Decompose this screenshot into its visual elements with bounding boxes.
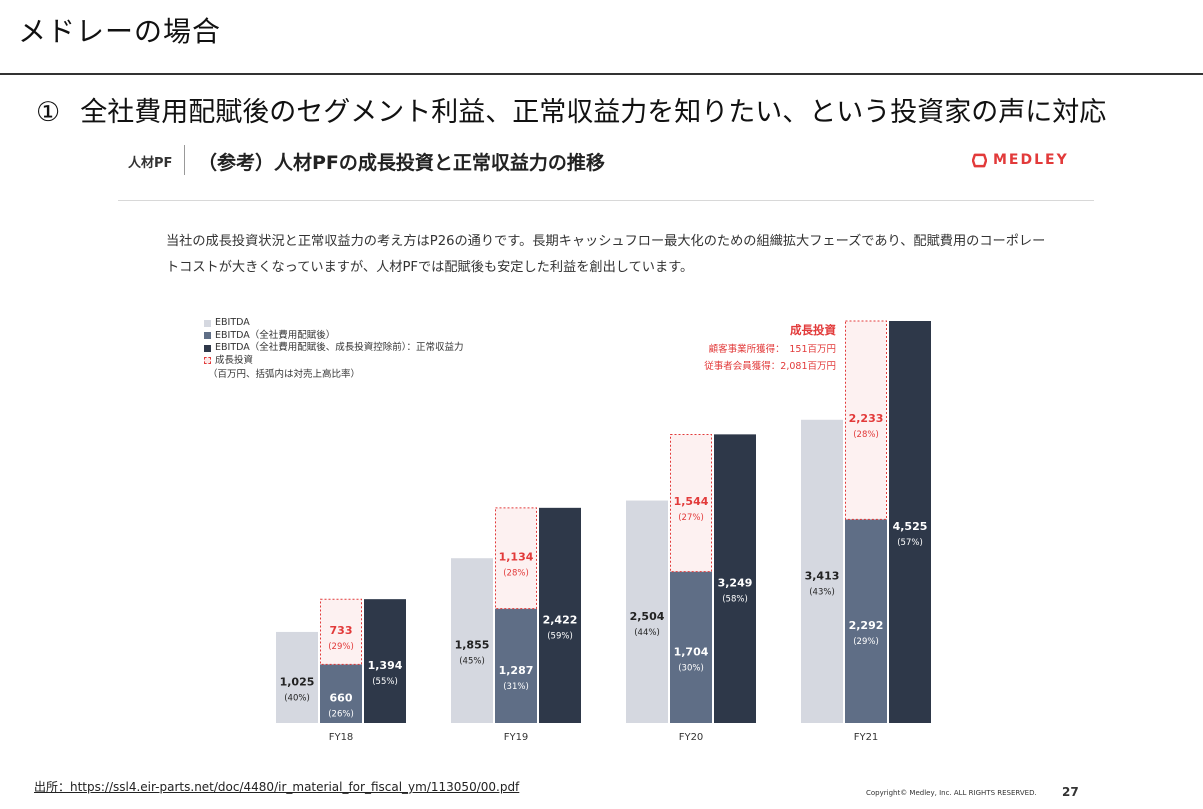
data-label: 2,233 <box>849 412 884 425</box>
data-label-pct: (45%) <box>459 657 485 667</box>
data-label-pct: (40%) <box>284 693 310 703</box>
annotation-line: 顧客事業所獲得： 151百万円 <box>708 344 836 355</box>
legend-swatch <box>204 357 211 365</box>
tag-divider <box>184 145 185 175</box>
legend-label: EBITDA <box>215 317 250 328</box>
description: 当社の成長投資状況と正常収益力の考え方はP26の通りです。長期キャッシュフロー最… <box>166 234 1046 275</box>
data-label-pct: (57%) <box>897 538 923 548</box>
x-tick-label: FY19 <box>504 732 529 743</box>
page-number: 27 <box>1062 785 1079 799</box>
data-label-pct: (44%) <box>634 628 660 638</box>
data-label-pct: (26%) <box>328 710 354 720</box>
investment-annotation: 成長投資 顧客事業所獲得： 151百万円 従事者会員獲得：2,081百万円 <box>688 322 836 375</box>
legend-item-growth-investment: 成長投資 <box>204 355 464 368</box>
data-label-pct: (58%) <box>722 595 748 605</box>
legend-unit-note: （百万円、括弧内は対売上高比率） <box>208 369 361 380</box>
data-label: 3,249 <box>718 577 753 590</box>
medley-logo-icon <box>972 153 987 167</box>
data-label: 1,287 <box>499 664 534 677</box>
legend-item-normal-earnings: EBITDA（全社費用配賦後、成長投資控除前）：正常収益力 <box>204 342 464 355</box>
bar-ebitda <box>451 558 493 723</box>
annotation-title: 成長投資 <box>790 323 836 337</box>
bar-normal-earnings <box>539 507 581 723</box>
data-label-pct: (28%) <box>503 568 529 578</box>
data-label-pct: (29%) <box>853 637 879 647</box>
legend-swatch <box>204 332 211 340</box>
annotation-line: 従事者会員獲得：2,081百万円 <box>704 361 836 372</box>
brand-name: MEDLEY <box>993 152 1069 168</box>
bar-ebitda-allocated <box>670 571 712 723</box>
bar-normal-earnings <box>364 599 406 723</box>
data-label-pct: (31%) <box>503 682 529 692</box>
data-label: 3,413 <box>805 569 840 582</box>
legend-label: EBITDA（全社費用配賦後） <box>215 329 336 341</box>
segment-tag: 人材PF <box>128 156 173 171</box>
bar-growth-investment <box>320 598 362 665</box>
data-label: 2,292 <box>849 619 884 632</box>
data-label-pct: (28%) <box>853 430 879 440</box>
x-tick-label: FY21 <box>854 732 879 743</box>
headline-number: ① <box>36 97 61 128</box>
data-label-pct: (43%) <box>809 587 835 597</box>
bar-ebitda <box>626 500 668 723</box>
header-divider <box>118 200 1094 201</box>
x-tick-label: FY18 <box>329 732 354 743</box>
legend-swatch <box>204 344 211 352</box>
data-label-pct: (30%) <box>678 663 704 673</box>
bar-ebitda-allocated <box>495 608 537 723</box>
legend-item-ebitda-allocated: EBITDA（全社費用配賦後） <box>204 330 464 343</box>
legend-swatch <box>204 319 211 327</box>
data-label: 1,025 <box>280 675 315 688</box>
data-label: 733 <box>330 624 353 637</box>
bar-ebitda-allocated <box>320 664 362 723</box>
brand-logo: MEDLEY <box>972 152 1069 168</box>
headline-text: 全社費用配賦後のセグメント利益、正常収益力を知りたい、という投資家の声に対応 <box>80 97 1107 128</box>
data-label: 1,134 <box>499 550 534 563</box>
slide-title: メドレーの場合 <box>18 15 222 48</box>
bar-ebitda-allocated <box>845 519 887 723</box>
chart-legend: EBITDA EBITDA（全社費用配賦後） EBITDA（全社費用配賦後、成長… <box>204 317 464 382</box>
data-label: 660 <box>330 692 353 705</box>
title-divider <box>0 73 1203 75</box>
bar-ebitda <box>801 419 843 723</box>
bar-normal-earnings <box>889 321 931 723</box>
data-label: 1,704 <box>674 645 709 658</box>
data-label-pct: (27%) <box>678 513 704 523</box>
bar-growth-investment <box>495 507 537 610</box>
legend-label: EBITDA（全社費用配賦後、成長投資控除前）：正常収益力 <box>215 342 464 353</box>
x-tick-label: FY20 <box>679 732 704 743</box>
source-link[interactable]: 出所：https://ssl4.eir-parts.net/doc/4480/i… <box>34 780 520 794</box>
data-label-pct: (29%) <box>328 642 354 652</box>
data-label-pct: (59%) <box>547 631 573 641</box>
data-label: 1,544 <box>674 495 709 508</box>
data-label-pct: (55%) <box>372 677 398 687</box>
headline: ① 全社費用配賦後のセグメント利益、正常収益力を知りたい、という投資家の声に対応 <box>36 90 1106 129</box>
data-label: 2,504 <box>630 610 665 623</box>
data-label: 1,394 <box>368 659 403 672</box>
bar-growth-investment <box>845 320 887 520</box>
bar-normal-earnings <box>714 434 756 723</box>
legend-item-ebitda: EBITDA <box>204 317 464 330</box>
bar-growth-investment <box>670 433 712 573</box>
copyright: Copyright© Medley, Inc. ALL RIGHTS RESER… <box>866 789 1037 797</box>
report-title: （参考）人材PFの成長投資と正常収益力の推移 <box>198 152 605 174</box>
bar-ebitda <box>276 631 318 723</box>
legend-label: 成長投資 <box>215 354 254 366</box>
data-label: 4,525 <box>893 520 928 533</box>
data-label: 2,422 <box>543 613 578 626</box>
data-label: 1,855 <box>455 639 490 652</box>
